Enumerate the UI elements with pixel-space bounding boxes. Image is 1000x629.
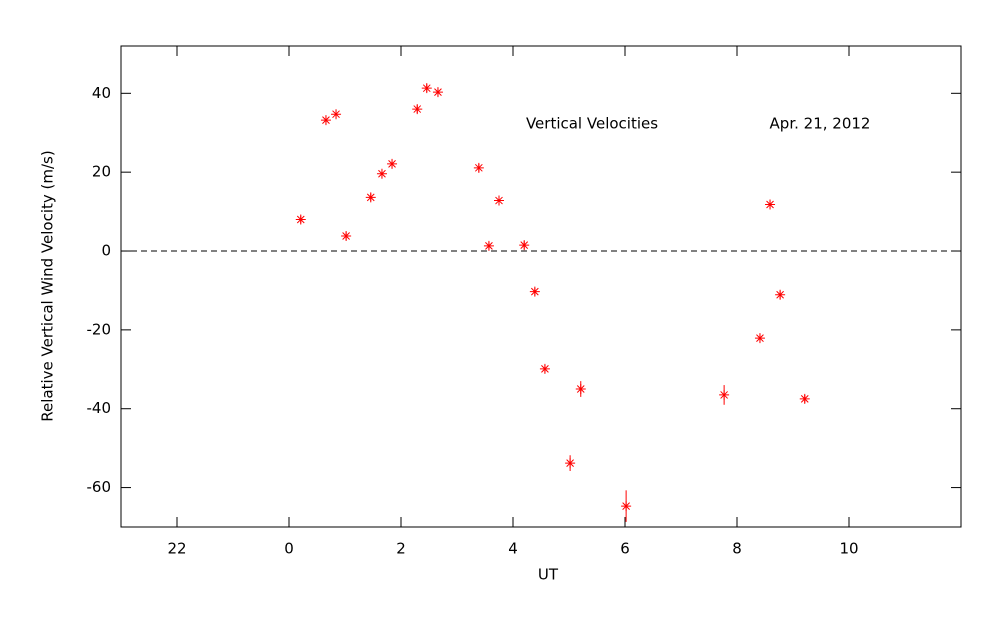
data-point xyxy=(494,195,504,206)
data-point xyxy=(621,501,632,512)
data-point xyxy=(775,289,786,300)
x-tick-label: 22 xyxy=(167,540,186,558)
data-point xyxy=(341,231,352,242)
data-point xyxy=(473,162,484,173)
data-point xyxy=(387,158,398,169)
data-point xyxy=(529,286,540,297)
data-point xyxy=(331,109,342,120)
y-tick-label: -60 xyxy=(87,478,112,496)
y-tick-label: 40 xyxy=(92,84,111,102)
x-tick-label: 4 xyxy=(508,540,518,558)
y-tick-label: -20 xyxy=(87,320,112,338)
data-point xyxy=(519,240,530,251)
data-point xyxy=(412,104,423,115)
x-tick-label: 2 xyxy=(396,540,406,558)
x-axis-label: UT xyxy=(538,566,559,584)
x-tick-label: 8 xyxy=(732,540,742,558)
data-point xyxy=(799,393,810,404)
data-point xyxy=(754,333,765,344)
plot-frame xyxy=(120,45,962,528)
x-tick-label: 6 xyxy=(620,540,630,558)
y-tick-label: 0 xyxy=(101,242,111,260)
data-point xyxy=(376,168,387,179)
data-point xyxy=(483,240,494,251)
x-tick-label: 10 xyxy=(839,540,858,558)
data-point xyxy=(320,115,331,126)
data-point xyxy=(295,214,306,225)
y-tick-label: -40 xyxy=(87,399,112,417)
x-tick-label: 0 xyxy=(284,540,294,558)
y-axis-label: Relative Vertical Wind Velocity (m/s) xyxy=(39,150,57,421)
data-point xyxy=(432,87,443,98)
data-point xyxy=(421,83,432,94)
data-point xyxy=(365,192,376,203)
data-point xyxy=(565,458,576,469)
y-tick-label: 20 xyxy=(92,163,111,181)
data-point xyxy=(539,363,550,374)
data-point xyxy=(575,384,586,395)
data-point xyxy=(765,199,776,210)
annotation: Vertical Velocities xyxy=(526,115,658,133)
data-point xyxy=(719,389,730,400)
annotation: Apr. 21, 2012 xyxy=(770,115,871,133)
